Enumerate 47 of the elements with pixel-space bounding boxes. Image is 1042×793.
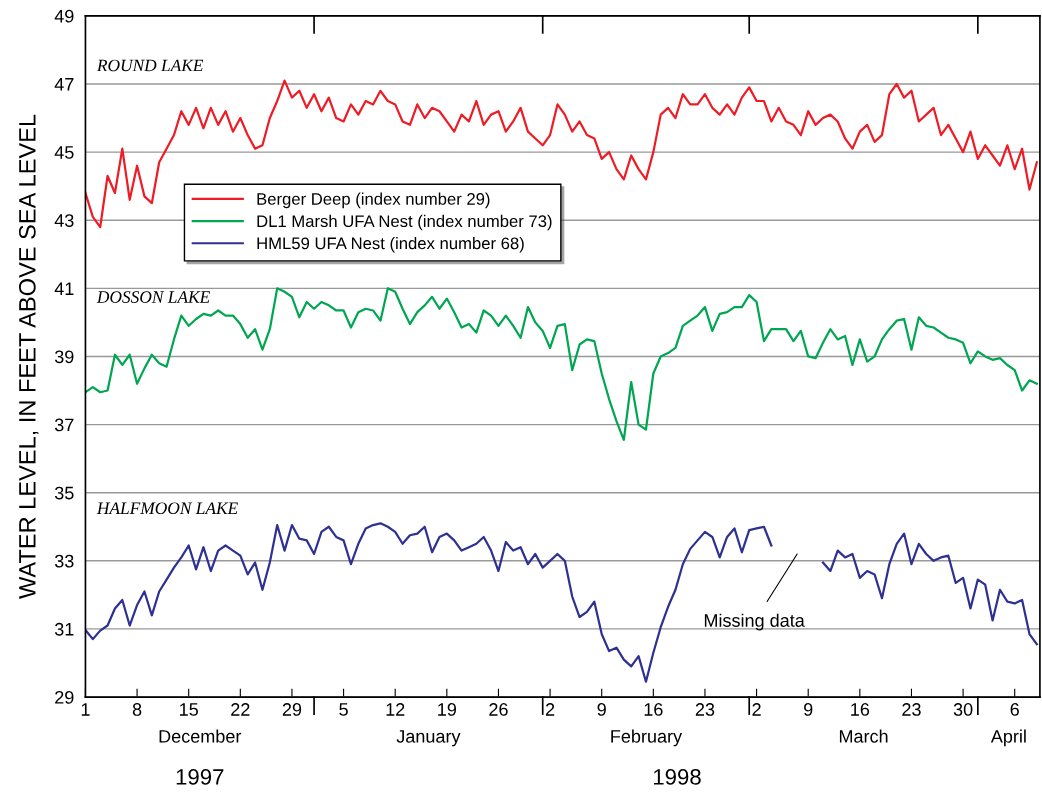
- y-tick-label: 41: [54, 282, 74, 295]
- y-axis-title: WATER LEVEL, IN FEET ABOVE SEA LEVEL: [18, 114, 39, 599]
- text: 1998: [653, 769, 701, 785]
- x-tick-label: 2: [752, 703, 761, 716]
- annotation: DOSSON LAKE: [96, 291, 210, 303]
- x-tick-label: 23: [695, 703, 715, 716]
- x-tick-label: 9: [804, 703, 813, 716]
- annotation: Missing data: [704, 613, 805, 631]
- x-tick-label: 30: [953, 703, 973, 716]
- legend-label: HML59 UFA Nest (index number 68): [257, 237, 524, 253]
- line-series: [85, 79, 1038, 229]
- annotation: ROUND LAKE: [96, 59, 204, 72]
- y-tick-label: 33: [54, 554, 74, 568]
- text: April: [990, 729, 1026, 747]
- x-tick-label: 16: [644, 703, 663, 716]
- text: February: [611, 729, 683, 747]
- x-tick-label: 16: [851, 703, 870, 716]
- x-tick-label: 12: [386, 703, 405, 716]
- text: December: [159, 729, 242, 743]
- x-tick-label: 23: [902, 703, 921, 716]
- text: January: [396, 730, 461, 747]
- x-tick-label: 9: [597, 703, 606, 716]
- x-tick-label: 26: [489, 703, 508, 716]
- legend-label: Berger Deep (index number 29): [257, 192, 490, 209]
- x-tick-label: 29: [282, 703, 302, 716]
- y-tick-label: 31: [54, 622, 74, 636]
- text: March: [839, 729, 888, 743]
- y-tick-label: 45: [54, 146, 74, 159]
- y-tick-label: 37: [54, 418, 74, 432]
- y-tick-label: 29: [55, 690, 74, 704]
- x-tick-label: 22: [231, 703, 250, 716]
- x-tick-label: 1: [81, 703, 90, 716]
- y-tick-label: 43: [54, 214, 74, 227]
- y-tick-label: 47: [54, 78, 74, 91]
- x-tick-label: 19: [438, 703, 457, 716]
- x-tick-label: 5: [339, 703, 348, 716]
- text: 1997: [176, 769, 224, 785]
- annotation: HALFMOON LAKE: [96, 502, 238, 515]
- x-tick-label: 15: [180, 703, 198, 716]
- x-tick-label: 8: [132, 703, 142, 716]
- y-tick-label: 35: [54, 486, 74, 500]
- y-tick-label: 49: [54, 9, 74, 23]
- line-series: [85, 287, 1038, 442]
- legend-label: DL1 Marsh UFA Nest (index number 73): [257, 214, 552, 231]
- x-tick-label: 2: [545, 703, 555, 716]
- x-tick-label: 6: [1010, 703, 1019, 716]
- y-tick-label: 39: [54, 350, 74, 364]
